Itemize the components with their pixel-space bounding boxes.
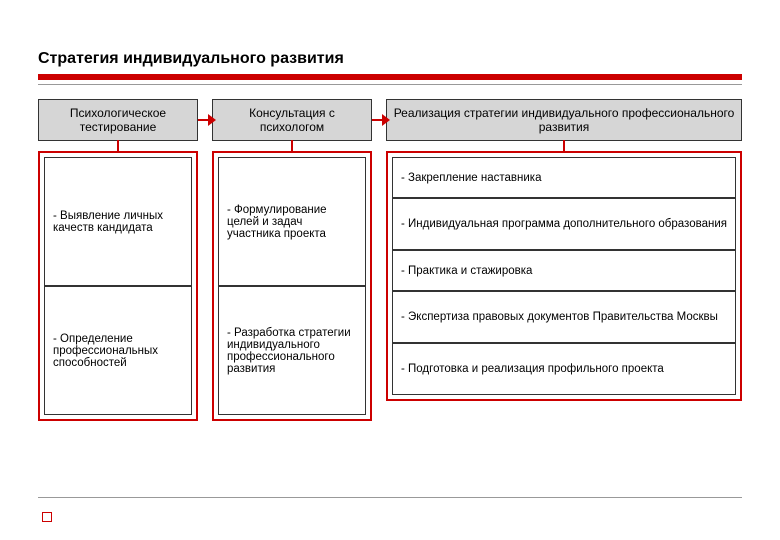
cell: - Определение профессиональных способнос… xyxy=(44,286,192,415)
cell: - Разработка стратегии индивидуального п… xyxy=(218,286,366,415)
footer-divider xyxy=(38,497,742,498)
column-3: - Закрепление наставника - Индивидуальна… xyxy=(386,151,742,421)
header-box-3: Реализация стратегии индивидуального про… xyxy=(386,99,742,141)
cell: - Подготовка и реализация профильного пр… xyxy=(392,343,736,395)
cell: - Закрепление наставника xyxy=(392,157,736,198)
header-box-2: Консультация с психологом xyxy=(212,99,372,141)
header-label: Реализация стратегии индивидуального про… xyxy=(394,106,735,134)
header-label: Консультация с психологом xyxy=(249,106,335,134)
column-3-body: - Закрепление наставника - Индивидуальна… xyxy=(386,151,742,401)
arrow-head-1 xyxy=(208,114,216,126)
body-row: - Выявление личных качеств кандидата - О… xyxy=(38,151,742,421)
page-title: Стратегия индивидуального развития xyxy=(38,50,742,68)
cell: - Индивидуальная программа дополнительно… xyxy=(392,198,736,250)
cell: - Практика и стажировка xyxy=(392,250,736,291)
arrow-head-2 xyxy=(382,114,390,126)
header-box-1: Психологическое тестирование xyxy=(38,99,198,141)
column-2: - Формулирование целей и задач участника… xyxy=(212,151,372,421)
cell: - Выявление личных качеств кандидата xyxy=(44,157,192,286)
column-1-body: - Выявление личных качеств кандидата - О… xyxy=(38,151,198,421)
title-underline xyxy=(38,74,742,80)
cell: - Экспертиза правовых документов Правите… xyxy=(392,291,736,343)
header-label: Психологическое тестирование xyxy=(70,106,166,134)
title-underline-thin xyxy=(38,84,742,85)
footer-square-icon xyxy=(42,512,52,522)
header-row: Психологическое тестирование Консультаци… xyxy=(38,99,742,141)
cell: - Формулирование целей и задач участника… xyxy=(218,157,366,286)
column-2-body: - Формулирование целей и задач участника… xyxy=(212,151,372,421)
column-1: - Выявление личных качеств кандидата - О… xyxy=(38,151,198,421)
